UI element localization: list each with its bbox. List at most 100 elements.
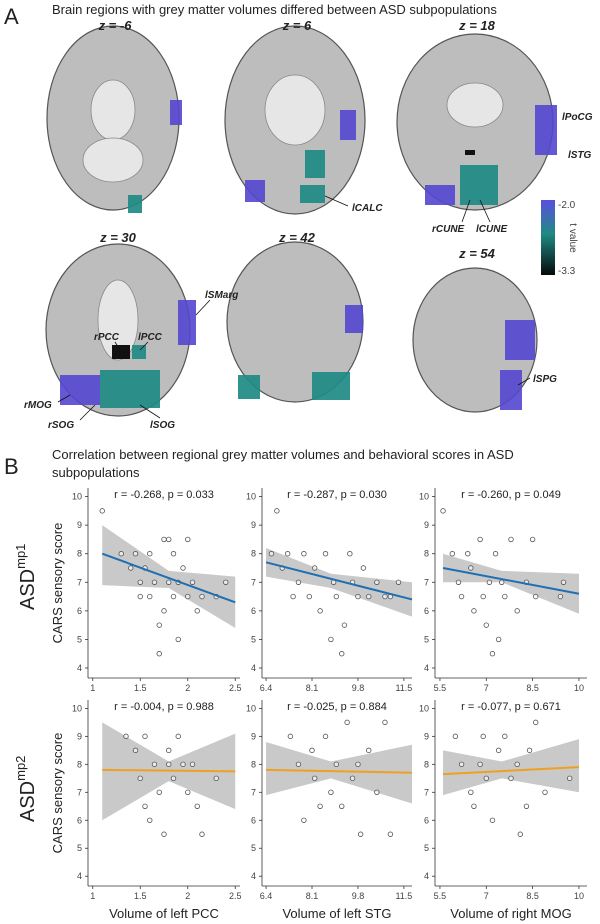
data-point [132,747,139,754]
data-point [170,593,177,600]
data-point [142,733,148,740]
data-point [471,803,477,809]
region-label: lCUNE [476,224,507,235]
data-point [499,579,505,585]
data-point [132,551,139,557]
x-tick-label: 9.8 [352,683,365,693]
data-point [374,789,380,796]
data-point [486,579,493,585]
row-label: ASDmp2 [13,756,39,822]
data-point [492,551,499,557]
data-point [483,775,489,782]
data-point [161,536,167,543]
data-point [175,733,181,740]
data-point [328,636,334,643]
y-tick-label: 5 [424,634,429,644]
x-tick-label: 8.1 [306,891,319,901]
correlation-annotation: r = -0.260, p = 0.049 [461,489,561,501]
y-tick-label: 7 [424,577,429,587]
region-label: rSOG [48,420,74,431]
row-label-superscript: mp1 [13,544,28,569]
slice-title: z = 30 [99,230,137,245]
brain-slice [412,267,538,413]
data-point [468,565,474,571]
data-point [458,761,465,768]
data-point [185,536,191,543]
leader-line [461,199,471,223]
fit-line [102,768,236,773]
data-point [480,593,486,600]
leader-line [324,195,349,207]
data-point [189,579,196,585]
data-point [477,536,483,543]
brain-slice [45,243,196,417]
data-point [347,551,353,557]
data-point [147,817,153,823]
y-tick-label: 6 [424,815,429,825]
data-point [349,775,356,782]
y-tick-label: 6 [251,815,256,825]
x-tick-label: 2.5 [229,891,242,901]
region-label: lSMarg [205,290,238,301]
leader-line [517,377,531,386]
x-tick-label: 6.4 [260,683,273,693]
data-point [483,622,489,628]
data-point [526,747,533,754]
y-tick-label: 10 [246,492,256,502]
data-point [312,565,318,571]
data-point [151,579,158,585]
data-point [166,579,172,585]
data-point [123,733,129,740]
data-point [533,593,539,600]
panel-title: subpopulations [52,465,140,480]
x-tick-label: 10 [574,683,584,693]
brain-slice [224,25,366,215]
data-point [495,747,502,754]
data-point [301,551,307,557]
data-point [489,651,496,657]
correlation-annotation: r = -0.077, p = 0.671 [461,701,561,713]
data-point [542,789,548,796]
x-tick-label: 5.5 [434,891,447,901]
data-point [333,761,340,768]
data-point [357,831,364,837]
y-tick-label: 9 [424,731,429,741]
data-point [185,789,191,796]
correlation-annotation: r = -0.268, p = 0.033 [114,489,214,501]
slice-title: z = 6 [282,18,312,33]
data-point [440,508,446,514]
y-tick-label: 10 [419,703,429,713]
confidence-band [266,741,412,804]
x-axis-label: Volume of left PCC [109,906,219,921]
x-axis-label: Volume of right MOG [450,906,571,921]
data-point [514,608,520,614]
region-label: rPCC [94,332,120,343]
data-point [374,579,380,585]
data-point [508,536,514,543]
data-point [161,831,167,837]
data-point [449,551,456,557]
region-label: lPCC [138,332,163,343]
y-tick-label: 9 [251,520,256,530]
y-tick-label: 8 [424,549,429,559]
row-label-superscript: mp2 [13,756,28,781]
y-tick-label: 9 [77,731,82,741]
data-point [366,593,372,600]
row-label-text: ASD [17,781,39,822]
data-point [194,608,200,614]
data-point [471,608,477,614]
x-tick-label: 1.5 [134,683,147,693]
confidence-band [266,548,412,617]
colorbar-tick: -3.3 [558,266,576,277]
region-label: lPoCG [562,112,593,123]
data-point [458,593,465,600]
y-tick-label: 10 [419,492,429,502]
x-tick-label: 9.8 [352,891,365,901]
y-tick-label: 4 [251,871,256,881]
data-point [322,733,329,740]
y-tick-label: 7 [424,787,429,797]
data-point [333,593,340,600]
data-point [287,733,294,740]
data-point [175,636,181,643]
data-point [274,508,280,514]
